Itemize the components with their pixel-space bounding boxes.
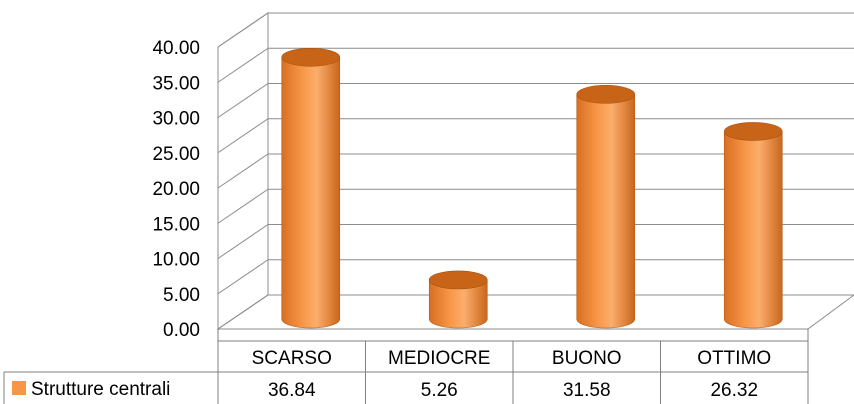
bar-top bbox=[723, 122, 783, 141]
x-tick-label: OTTIMO bbox=[697, 348, 771, 369]
data-table: SCARSO MEDIOCRE BUONO OTTIMO 36.84 5.26 31.58 2… bbox=[3, 329, 809, 404]
gridline-side bbox=[217, 118, 269, 154]
y-tick-label: 30.00 bbox=[152, 109, 200, 130]
y-tick-label: 5.00 bbox=[163, 285, 200, 306]
bar bbox=[576, 85, 636, 329]
gridline-side bbox=[217, 259, 269, 295]
y-tick-label: 15.00 bbox=[152, 214, 200, 235]
bar bbox=[428, 270, 488, 329]
data-label: 31.58 bbox=[563, 380, 611, 401]
gridline-side bbox=[217, 12, 269, 48]
x-tick-label: SCARSO bbox=[252, 348, 332, 369]
bar-body bbox=[428, 279, 488, 329]
bar-body bbox=[576, 94, 636, 329]
gridline-side bbox=[217, 294, 269, 330]
y-tick-label: 10.00 bbox=[152, 250, 200, 271]
y-tick-label: 20.00 bbox=[152, 179, 200, 200]
data-label: 5.26 bbox=[421, 380, 458, 401]
gridline-side bbox=[217, 83, 269, 118]
bar-top bbox=[281, 47, 341, 67]
gridline-side bbox=[217, 224, 269, 259]
legend-label: Strutture centrali bbox=[31, 379, 170, 400]
gridline-side bbox=[217, 153, 269, 189]
y-tick-label: 40.00 bbox=[152, 38, 200, 59]
x-tick-label: BUONO bbox=[552, 348, 622, 369]
legend-swatch bbox=[12, 381, 26, 395]
y-tick-label: 0.00 bbox=[163, 320, 200, 341]
bar bbox=[281, 47, 341, 329]
gridline-side bbox=[217, 47, 269, 83]
bars bbox=[281, 47, 783, 329]
data-label: 26.32 bbox=[710, 380, 758, 401]
bar-body bbox=[281, 56, 341, 329]
x-tick-label: MEDIOCRE bbox=[388, 348, 490, 369]
y-axis-tick-labels: 0.00 5.00 10.00 15.00 20.00 25.00 30.00 35.00 40… bbox=[152, 38, 200, 341]
gridline-side bbox=[217, 188, 269, 224]
y-tick-label: 35.00 bbox=[152, 73, 200, 94]
y-tick-label: 25.00 bbox=[152, 144, 200, 165]
bar-top bbox=[428, 270, 488, 290]
bar-body bbox=[723, 131, 783, 329]
bar bbox=[723, 122, 783, 329]
data-label: 36.84 bbox=[268, 380, 316, 401]
bar-top bbox=[576, 85, 636, 104]
